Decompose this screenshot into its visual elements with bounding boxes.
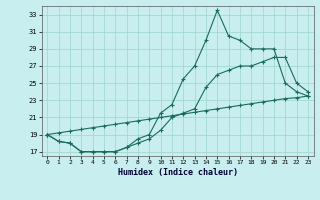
X-axis label: Humidex (Indice chaleur): Humidex (Indice chaleur) (118, 168, 237, 177)
